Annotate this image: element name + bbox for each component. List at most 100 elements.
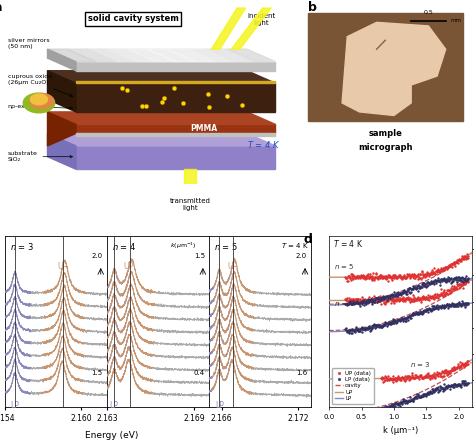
Point	[386, 320, 394, 327]
Point	[414, 288, 421, 295]
Point	[414, 392, 422, 400]
Point	[460, 300, 468, 307]
Point	[421, 281, 429, 288]
Point	[422, 273, 429, 280]
Point	[405, 312, 413, 319]
Point	[385, 403, 392, 410]
Point	[379, 293, 387, 300]
Point	[459, 379, 466, 386]
Point	[404, 373, 411, 380]
Point	[436, 304, 443, 311]
Point	[398, 314, 405, 321]
Point	[383, 292, 391, 299]
Point	[389, 316, 397, 323]
Point	[359, 325, 367, 332]
Point	[449, 366, 456, 373]
Point	[409, 309, 417, 316]
Point	[432, 304, 439, 311]
Text: LP: LP	[10, 401, 19, 410]
Point	[351, 274, 359, 281]
Point	[422, 392, 429, 399]
Point	[456, 362, 464, 369]
Point	[457, 362, 465, 369]
Point	[370, 276, 378, 283]
Point	[383, 373, 390, 380]
Point	[349, 296, 357, 303]
Point	[364, 272, 371, 279]
Point	[347, 329, 355, 336]
Point	[390, 319, 398, 326]
Point	[359, 297, 367, 304]
Point	[371, 297, 379, 304]
Point	[446, 370, 454, 377]
Point	[433, 278, 440, 285]
Point	[419, 308, 426, 315]
Point	[355, 327, 362, 334]
Point	[345, 272, 352, 279]
Point	[381, 273, 389, 280]
Point	[347, 271, 355, 278]
Point	[426, 279, 433, 286]
Point	[388, 293, 396, 300]
Point	[412, 286, 419, 293]
Point	[407, 396, 415, 404]
Point	[395, 290, 402, 297]
Point	[386, 404, 394, 411]
Point	[385, 294, 392, 301]
Point	[407, 286, 415, 293]
Point	[371, 321, 379, 328]
Point	[406, 376, 413, 383]
Point	[430, 370, 438, 377]
Point	[427, 271, 434, 278]
Point	[420, 391, 428, 398]
Point	[393, 376, 401, 383]
Point	[384, 293, 392, 300]
Point	[420, 373, 428, 380]
Point	[449, 275, 456, 282]
Point	[428, 293, 436, 300]
Point	[342, 274, 349, 281]
Text: 2.0: 2.0	[296, 253, 307, 259]
Point	[417, 309, 425, 316]
Point	[414, 276, 422, 283]
Point	[388, 276, 396, 283]
Point	[443, 263, 450, 271]
Point	[408, 271, 415, 278]
Point	[411, 374, 419, 381]
Point	[461, 301, 468, 308]
Point	[438, 385, 446, 392]
Point	[369, 296, 377, 303]
Point	[379, 274, 386, 282]
Point	[444, 300, 451, 307]
Polygon shape	[227, 49, 275, 62]
Point	[346, 275, 354, 282]
Point	[461, 278, 468, 285]
Point	[411, 284, 419, 291]
Point	[447, 383, 455, 390]
Point	[390, 292, 397, 299]
Point	[353, 298, 361, 305]
Point	[354, 273, 361, 280]
Point	[393, 400, 401, 407]
Point	[405, 312, 412, 320]
Point	[443, 290, 451, 297]
Point	[462, 359, 470, 366]
Point	[431, 388, 438, 395]
Point	[418, 310, 425, 317]
Polygon shape	[128, 49, 176, 62]
Point	[462, 280, 469, 287]
Legend: UP (data), LP (data), cavity, UP, LP: UP (data), LP (data), cavity, UP, LP	[332, 368, 374, 404]
Point	[434, 383, 442, 390]
Point	[394, 374, 402, 381]
Point	[390, 299, 398, 306]
Point	[456, 359, 464, 366]
Point	[463, 276, 471, 283]
Point	[365, 324, 373, 331]
Point	[455, 274, 463, 281]
Point	[423, 307, 430, 314]
Point	[422, 293, 430, 301]
Polygon shape	[47, 112, 76, 146]
Point	[430, 293, 438, 300]
Point	[347, 276, 355, 283]
Point	[396, 402, 404, 409]
